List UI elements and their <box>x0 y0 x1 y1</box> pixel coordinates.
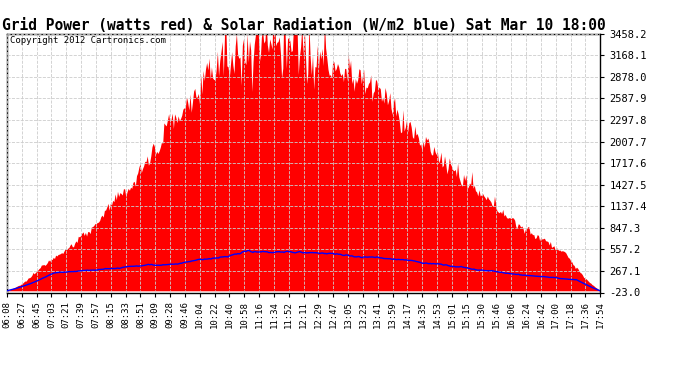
Text: Copyright 2012 Cartronics.com: Copyright 2012 Cartronics.com <box>10 36 166 45</box>
Title: Grid Power (watts red) & Solar Radiation (W/m2 blue) Sat Mar 10 18:00: Grid Power (watts red) & Solar Radiation… <box>1 18 605 33</box>
